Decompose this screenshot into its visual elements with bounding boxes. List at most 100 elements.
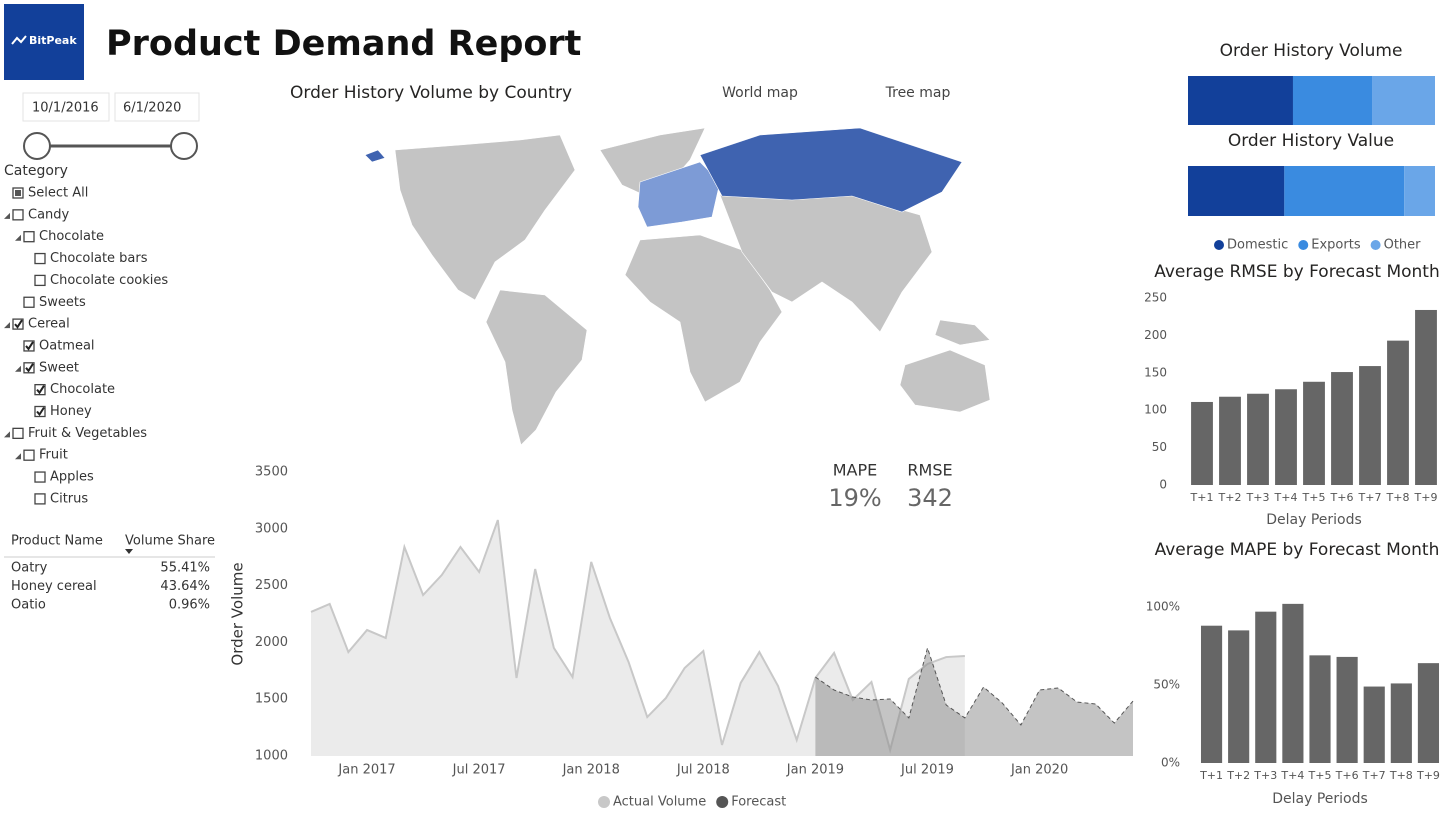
checkbox[interactable]	[23, 362, 35, 374]
column-header[interactable]: Volume Share	[125, 534, 215, 549]
kpi-value: 19%	[828, 484, 881, 512]
y-tick-label: 3000	[255, 521, 288, 536]
cell: Honey cereal	[11, 579, 97, 594]
column-header[interactable]: Product Name	[11, 534, 103, 549]
expander[interactable]	[15, 365, 21, 372]
y-tick-label: 1000	[255, 749, 288, 764]
continent	[485, 289, 588, 446]
date-end-box[interactable]	[114, 92, 200, 122]
check	[25, 363, 34, 373]
x-tick-label: T+8	[1386, 491, 1410, 504]
bar	[1331, 372, 1353, 485]
checkbox[interactable]	[34, 383, 46, 396]
date-start[interactable]: 10/1/2016	[32, 101, 99, 116]
check	[36, 406, 45, 417]
category-label[interactable]: Chocolate cookies	[50, 273, 168, 288]
checkbox[interactable]	[12, 209, 24, 221]
checkbox[interactable]	[34, 471, 46, 483]
checkbox[interactable]	[34, 274, 46, 287]
logo-text: BitPeak	[29, 34, 77, 47]
category-label[interactable]: Candy	[28, 207, 70, 222]
date-start-box[interactable]	[22, 92, 110, 122]
category-label[interactable]: Honey	[50, 404, 92, 419]
category-label[interactable]: Sweet	[39, 360, 79, 375]
category-label[interactable]: Fruit & Vegetables	[28, 426, 147, 441]
cell: Oatio	[11, 598, 46, 613]
x-tick-label: T+5	[1308, 769, 1332, 782]
x-tick-label: Jan 2017	[337, 763, 395, 778]
expander[interactable]	[4, 212, 10, 219]
y-tick-label: 150	[1144, 365, 1167, 379]
x-tick-label: Jul 2019	[900, 763, 954, 778]
check	[36, 385, 45, 395]
expander[interactable]	[15, 453, 21, 460]
category-label[interactable]: Chocolate bars	[50, 251, 148, 266]
checkbox[interactable]	[34, 252, 46, 265]
legend-label: Actual Volume	[613, 795, 706, 810]
y-tick-label: 2000	[255, 635, 288, 650]
checkbox[interactable]	[23, 231, 35, 243]
continent	[899, 349, 991, 413]
checkbox[interactable]	[23, 340, 35, 352]
bar	[1309, 655, 1331, 763]
legend-label: Other	[1384, 238, 1422, 253]
chart-title: Average RMSE by Forecast Month	[1154, 262, 1440, 282]
expander[interactable]	[4, 431, 10, 438]
map-tab[interactable]: Tree map	[885, 85, 951, 101]
bar	[1417, 663, 1440, 763]
bar-segment	[1188, 166, 1285, 216]
check	[14, 319, 23, 329]
legend-swatch	[598, 796, 610, 808]
date-end[interactable]: 6/1/2020	[123, 101, 181, 116]
checkbox[interactable]	[12, 318, 24, 330]
expander[interactable]	[15, 234, 21, 241]
bar	[1191, 401, 1213, 485]
sort-arrow	[125, 549, 133, 554]
cell: 0.96%	[169, 598, 210, 613]
bar	[1363, 686, 1385, 763]
y-tick-label: 0	[1159, 478, 1167, 492]
slider-handle[interactable]	[23, 132, 51, 160]
y-tick-label: 2500	[255, 578, 288, 593]
bar	[1336, 656, 1358, 763]
category-label[interactable]: Citrus	[50, 491, 88, 506]
category-label[interactable]: Apples	[50, 470, 94, 485]
expander[interactable]	[4, 322, 10, 329]
category-label[interactable]: Sweets	[39, 295, 86, 310]
y-tick-label: 0%	[1161, 756, 1180, 770]
x-tick-label: T+9	[1416, 769, 1440, 782]
map-tab[interactable]: World map	[722, 85, 798, 101]
continent	[934, 319, 991, 346]
x-tick-label: T+8	[1389, 769, 1413, 782]
area	[311, 520, 965, 756]
checkbox[interactable]	[23, 449, 35, 461]
x-tick-label: T+6	[1330, 491, 1354, 504]
bar	[1282, 603, 1304, 763]
x-tick-label: T+6	[1335, 769, 1359, 782]
x-tick-label: Jul 2017	[452, 763, 506, 778]
logo	[4, 4, 84, 80]
x-tick-label: Jan 2020	[1010, 763, 1068, 778]
slider-handle[interactable]	[170, 132, 198, 160]
cell: 43.64%	[160, 579, 210, 594]
checkbox[interactable]	[34, 493, 46, 505]
x-tick-label: T+2	[1226, 769, 1250, 782]
checkbox[interactable]	[34, 405, 46, 418]
category-label[interactable]: Oatmeal	[39, 338, 95, 353]
category-label[interactable]: Chocolate	[39, 229, 104, 244]
cell: 55.41%	[160, 561, 210, 576]
bar-segment	[1404, 166, 1435, 216]
category-label[interactable]: Chocolate	[50, 382, 115, 397]
checkbox[interactable]	[23, 296, 35, 308]
legend-label: Exports	[1311, 238, 1361, 253]
x-tick-label: Jul 2018	[676, 763, 730, 778]
world-map	[364, 127, 991, 446]
x-tick-label: T+9	[1414, 491, 1438, 504]
category-label[interactable]: Cereal	[28, 317, 70, 332]
chart-title: Average MAPE by Forecast Month	[1155, 540, 1440, 560]
checkbox[interactable]	[12, 427, 24, 440]
x-tick-label: T+4	[1274, 491, 1298, 504]
category-label[interactable]: Select All	[28, 186, 88, 201]
category-label[interactable]: Fruit	[39, 448, 68, 463]
